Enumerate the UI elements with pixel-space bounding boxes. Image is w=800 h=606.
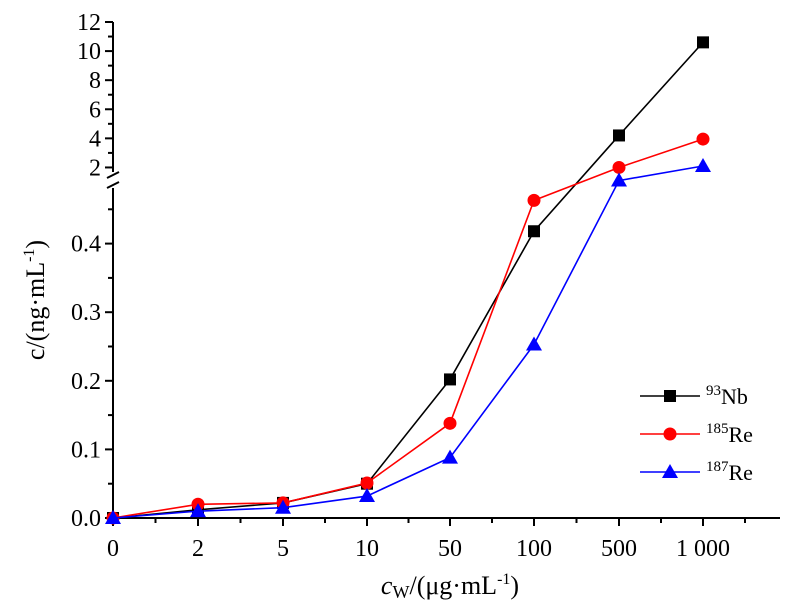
data-point-circle <box>360 476 374 490</box>
series-line <box>112 41 704 519</box>
y-axis-label-main: c/(ng·mL <box>21 262 50 360</box>
data-point-circle <box>696 132 710 146</box>
data-point-circle <box>527 193 541 207</box>
y-tick-label: 0.2 <box>71 369 101 395</box>
y-tick-label: 0.0 <box>71 506 101 532</box>
x-tick-label: 500 <box>601 536 637 562</box>
y-tick-label: 6 <box>89 97 101 123</box>
y-tick-label: 0.1 <box>71 437 101 463</box>
data-point-circle <box>612 160 626 174</box>
data-point-square <box>664 390 676 402</box>
data-point-triangle <box>105 510 121 524</box>
x-axis-label-rest: /(μg·mL <box>409 571 497 600</box>
x-tick-label: 10 <box>355 536 379 562</box>
data-point-triangle <box>695 158 711 172</box>
series-187Re <box>105 158 711 524</box>
legend-item: 187Re <box>640 459 753 485</box>
y-axis-label-close: ) <box>21 240 50 249</box>
y-tick-labels: 0.0 0.1 0.2 0.3 0.4 2 4 6 8 10 12 <box>71 10 101 532</box>
y-tick-label: 0.4 <box>71 232 101 258</box>
series-line <box>112 138 704 519</box>
legend-label-sup: 187 <box>706 459 729 475</box>
x-tick-label: 1 000 <box>676 536 730 562</box>
x-axis-label-sup: -1 <box>497 571 510 588</box>
legend-label-name: Re <box>729 422 753 447</box>
y-tick-label: 8 <box>89 68 101 94</box>
x-tick-labels: 0 2 5 10 50 100 500 1 000 <box>107 536 730 562</box>
series-line <box>112 165 704 519</box>
y-tick-label: 4 <box>89 126 101 152</box>
data-point-triangle <box>359 488 375 503</box>
y-axis-label-sup: -1 <box>21 249 38 262</box>
x-axis-label-sub: W <box>392 582 409 602</box>
data-point-square <box>528 225 540 238</box>
x-tick-label: 2 <box>192 536 204 562</box>
legend-label: 93Nb <box>706 383 748 409</box>
legend-label-name: Nb <box>721 384 748 409</box>
y-tick-label: 10 <box>77 39 101 65</box>
legend-label: 185Re <box>706 421 753 447</box>
x-axis-label: cW/(μg·mL-1) <box>381 571 519 602</box>
series-185Re <box>106 132 710 525</box>
y-axis-break-mark <box>106 171 120 179</box>
y-axis-break-mark <box>106 181 120 189</box>
data-point-triangle <box>662 464 678 478</box>
data-point-square <box>697 36 709 49</box>
chart-axes <box>105 21 780 526</box>
x-tick-label: 100 <box>516 536 552 562</box>
data-point-triangle <box>190 503 206 518</box>
legend-label: 187Re <box>706 459 753 485</box>
data-point-circle <box>663 427 677 441</box>
data-point-triangle <box>442 449 458 464</box>
legend-item: 185Re <box>640 421 753 447</box>
x-tick-label: 0 <box>107 536 119 562</box>
y-tick-label: 2 <box>89 155 101 181</box>
data-point-square <box>613 129 625 142</box>
data-point-triangle <box>275 499 291 514</box>
y-tick-label: 12 <box>77 10 101 36</box>
legend-item: 93Nb <box>640 383 748 409</box>
legend-label-sup: 93 <box>706 383 721 399</box>
data-point-circle <box>443 416 457 430</box>
series-93Nb <box>107 36 709 524</box>
data-point-triangle <box>526 336 542 351</box>
legend-label-name: Re <box>729 460 753 485</box>
y-axis-label: c/(ng·mL-1) <box>21 240 50 360</box>
x-tick-label: 5 <box>277 536 289 562</box>
plot-area <box>105 36 711 525</box>
y-tick-label: 0.3 <box>71 300 101 326</box>
x-tick-label: 50 <box>438 536 462 562</box>
x-axis-label-close: ) <box>510 571 519 600</box>
legend-label-sup: 185 <box>706 421 729 437</box>
x-axis-label-main: c <box>381 571 393 600</box>
data-point-square <box>444 373 456 386</box>
data-point-triangle <box>611 172 627 187</box>
